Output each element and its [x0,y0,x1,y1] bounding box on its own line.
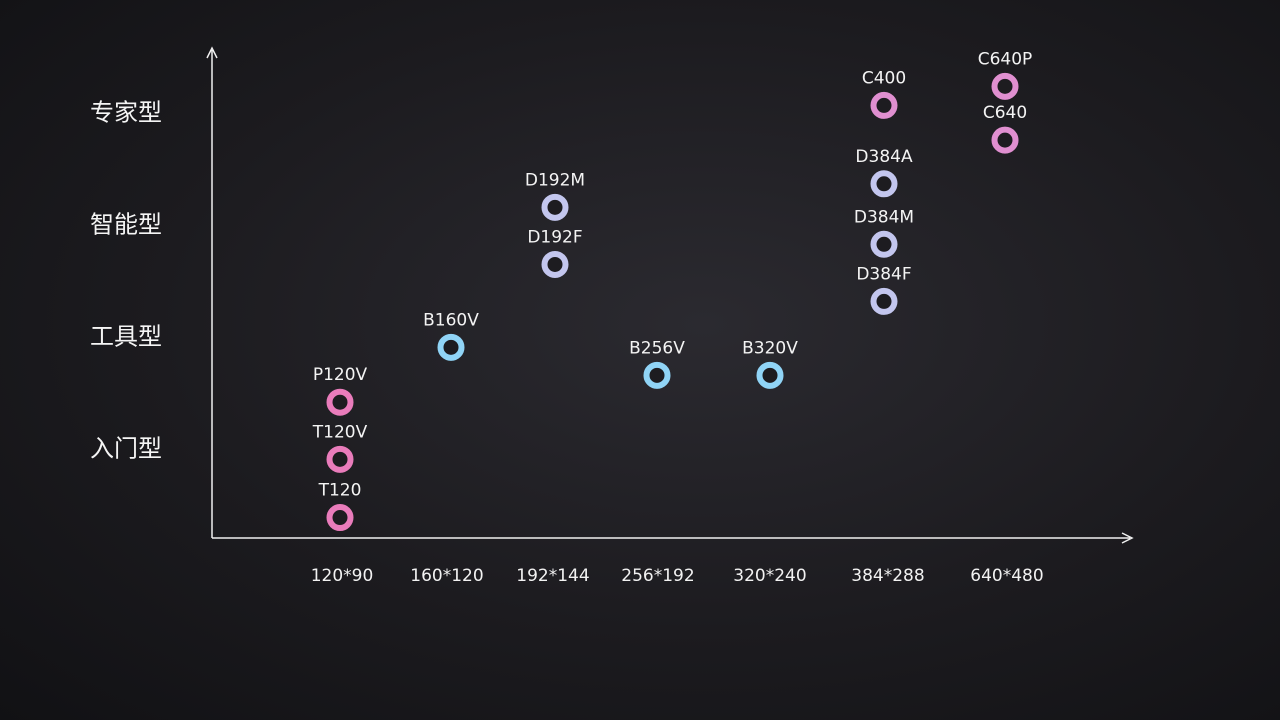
y-tier-label: 智能型 [90,210,162,239]
data-point-d384a [870,170,898,198]
data-label: D384F [856,264,911,284]
data-label: D384A [855,147,913,167]
x-tick-label: 256*192 [621,566,695,586]
data-label: B256V [629,338,685,358]
data-point-c640p [991,72,1019,100]
data-point-d384f [870,287,898,315]
data-label: B320V [742,338,798,358]
x-tick-label: 320*240 [733,566,807,586]
data-label: D192F [527,227,582,247]
data-point-d192f [541,250,569,278]
data-label: C640P [978,49,1033,69]
data-label: C640 [983,103,1027,123]
data-label: D192M [525,170,585,190]
data-point-d192m [541,193,569,221]
data-point-t120v [326,445,354,473]
data-point-b160v [437,333,465,361]
data-point-c640 [991,126,1019,154]
data-point-b320v [756,361,784,389]
data-point-b256v [643,361,671,389]
y-tier-label: 专家型 [90,98,162,127]
data-point-c400 [870,91,898,119]
x-tick-label: 192*144 [516,566,590,586]
x-tick-label: 160*120 [410,566,484,586]
y-tier-label: 入门型 [90,434,162,463]
x-tick-label: 640*480 [970,566,1044,586]
data-point-d384m [870,230,898,258]
data-label: P120V [313,365,368,385]
data-label: T120V [312,422,368,442]
data-label: D384M [854,207,914,227]
data-point-p120v [326,388,354,416]
x-tick-label: 384*288 [851,566,925,586]
y-tier-label: 工具型 [90,322,162,351]
x-tick-label: 120*90 [310,566,374,586]
data-label: B160V [423,310,479,330]
y-axis [206,46,218,538]
data-point-t120 [326,504,354,532]
x-axis [212,532,1134,544]
data-label: T120 [318,481,362,501]
data-label: C400 [862,68,906,88]
